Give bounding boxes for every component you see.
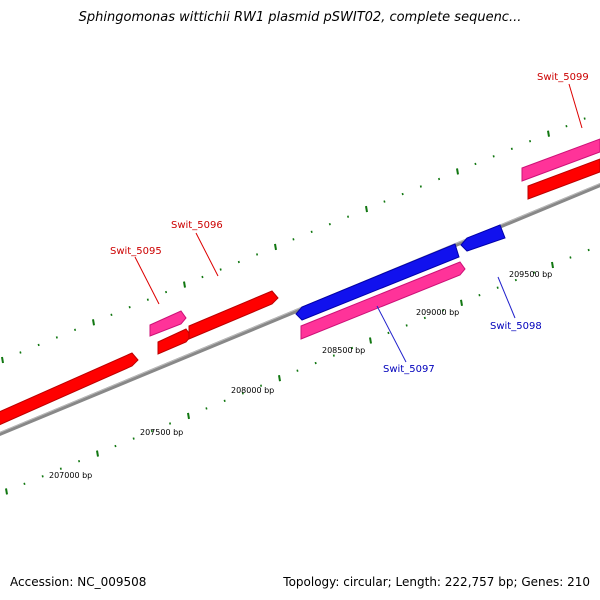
minor-tick <box>150 429 153 433</box>
minor-tick <box>169 422 172 425</box>
cds-feature-swit-5096[interactable] <box>188 290 279 340</box>
major-tick <box>96 450 99 457</box>
minor-tick <box>219 268 222 271</box>
minor-tick <box>405 324 408 327</box>
minor-tick <box>292 238 295 241</box>
minor-tick <box>146 298 149 301</box>
minor-tick <box>583 117 586 120</box>
minor-tick <box>256 253 259 256</box>
minor-tick <box>442 309 445 312</box>
major-tick <box>5 488 8 495</box>
cds-feature-swit-5099[interactable] <box>527 158 600 200</box>
minor-tick <box>314 361 317 365</box>
minor-tick <box>529 140 532 143</box>
minor-tick <box>128 306 131 309</box>
minor-tick <box>223 399 226 402</box>
minor-tick <box>205 407 208 410</box>
minor-tick <box>310 230 313 233</box>
major-tick <box>456 168 459 175</box>
minor-tick <box>37 343 40 347</box>
major-tick <box>551 261 554 269</box>
map-title: Sphingomonas wittichii RW1 plasmid pSWIT… <box>78 10 522 25</box>
minor-tick <box>387 331 390 335</box>
gene-label-swit-5098[interactable]: Swit_5098 <box>490 321 542 332</box>
cds-feature-swit-5098[interactable] <box>460 224 506 252</box>
minor-tick <box>19 351 22 354</box>
minor-tick <box>478 294 481 297</box>
gene-label-swit-5099[interactable]: Swit_5099 <box>537 72 589 83</box>
topology-stats-text: Topology: circular; Length: 222,757 bp; … <box>283 575 590 589</box>
accession-text: Accession: NC_009508 <box>10 575 147 589</box>
major-tick <box>274 243 277 251</box>
cds-feature-swit-5095[interactable] <box>157 328 192 355</box>
major-tick <box>278 375 281 382</box>
minor-tick <box>114 444 117 448</box>
minor-tick <box>132 437 135 440</box>
bp-label-208000: 208000 bp <box>231 386 274 395</box>
minor-tick <box>55 336 58 339</box>
gene-feature-swit-5099[interactable] <box>521 138 600 182</box>
major-tick <box>369 337 372 344</box>
minor-tick <box>533 271 536 274</box>
cds-feature-swit-5097[interactable] <box>295 243 460 321</box>
minor-tick <box>328 223 331 226</box>
major-tick <box>547 130 550 137</box>
minor-tick <box>351 346 354 350</box>
minor-tick <box>41 475 44 478</box>
minor-tick <box>23 482 26 485</box>
bp-label-207000: 207000 bp <box>49 471 92 480</box>
feature-track <box>0 138 600 429</box>
minor-tick <box>474 162 477 166</box>
minor-tick <box>296 369 299 372</box>
label-leaders <box>134 83 583 363</box>
major-tick <box>365 205 368 213</box>
minor-tick <box>492 155 495 158</box>
minor-tick <box>496 286 499 289</box>
minor-tick <box>587 248 590 252</box>
gene-label-swit-5096[interactable]: Swit_5096 <box>171 220 223 231</box>
gene-label-swit-5097[interactable]: Swit_5097 <box>383 364 435 375</box>
gene-feature-swit-5095[interactable] <box>149 310 187 337</box>
forward-tick-row <box>1 117 586 364</box>
minor-tick <box>565 125 568 128</box>
minor-tick <box>438 177 441 181</box>
minor-tick <box>260 384 263 387</box>
major-tick <box>1 356 4 364</box>
major-tick <box>187 412 190 420</box>
minor-tick <box>59 467 62 470</box>
minor-tick <box>419 185 422 188</box>
minor-tick <box>401 192 404 196</box>
minor-tick <box>514 278 517 282</box>
minor-tick <box>347 215 350 218</box>
major-tick <box>460 299 463 306</box>
gene-label-swit-5095[interactable]: Swit_5095 <box>110 246 162 257</box>
bp-label-208500: 208500 bp <box>322 346 365 355</box>
gene-feature-swit-5097[interactable] <box>300 261 466 340</box>
minor-tick <box>241 392 244 395</box>
bp-label-209000: 209000 bp <box>416 308 459 317</box>
bp-label-209500: 209500 bp <box>509 270 552 279</box>
reverse-tick-row <box>5 248 590 495</box>
minor-tick <box>110 313 113 316</box>
minor-tick <box>74 328 77 331</box>
minor-tick <box>569 256 572 259</box>
bp-label-207500: 207500 bp <box>140 428 183 437</box>
major-tick <box>92 319 95 326</box>
minor-tick <box>201 275 204 279</box>
minor-tick <box>423 316 426 320</box>
minor-tick <box>165 290 168 294</box>
minor-tick <box>78 460 81 463</box>
sequence-backbone-highlight <box>0 183 600 433</box>
major-tick <box>183 281 186 288</box>
minor-tick <box>237 260 240 264</box>
cds-feature-swit-5094[interactable] <box>0 352 139 429</box>
minor-tick <box>383 200 386 203</box>
minor-tick <box>332 354 335 357</box>
